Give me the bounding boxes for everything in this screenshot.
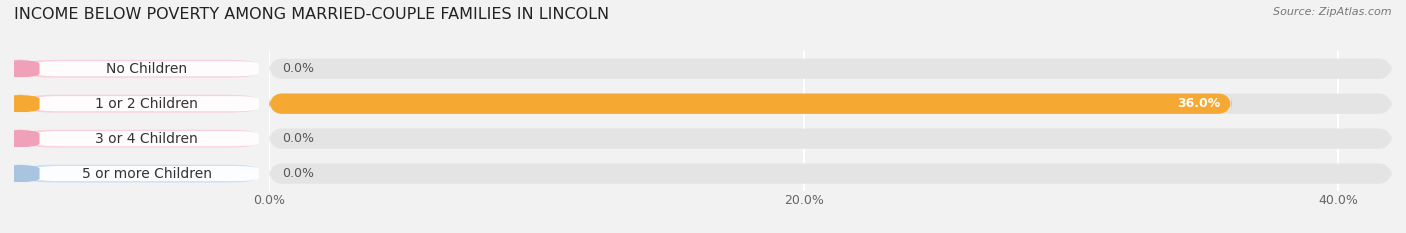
FancyBboxPatch shape <box>1 165 39 182</box>
Text: 0.0%: 0.0% <box>283 132 315 145</box>
FancyBboxPatch shape <box>35 96 259 111</box>
FancyBboxPatch shape <box>27 130 256 147</box>
FancyBboxPatch shape <box>35 166 259 181</box>
FancyBboxPatch shape <box>27 60 256 78</box>
FancyBboxPatch shape <box>27 95 256 113</box>
FancyBboxPatch shape <box>269 164 1392 184</box>
Text: Source: ZipAtlas.com: Source: ZipAtlas.com <box>1274 7 1392 17</box>
Text: 5 or more Children: 5 or more Children <box>82 167 212 181</box>
Text: 1 or 2 Children: 1 or 2 Children <box>96 97 198 111</box>
Text: INCOME BELOW POVERTY AMONG MARRIED-COUPLE FAMILIES IN LINCOLN: INCOME BELOW POVERTY AMONG MARRIED-COUPL… <box>14 7 609 22</box>
FancyBboxPatch shape <box>1 95 39 113</box>
FancyBboxPatch shape <box>269 93 1392 114</box>
Text: No Children: No Children <box>105 62 187 76</box>
Text: 36.0%: 36.0% <box>1178 97 1220 110</box>
Text: 0.0%: 0.0% <box>283 62 315 75</box>
FancyBboxPatch shape <box>35 131 259 146</box>
FancyBboxPatch shape <box>269 93 1232 114</box>
FancyBboxPatch shape <box>1 130 39 147</box>
FancyBboxPatch shape <box>269 59 1392 79</box>
Text: 3 or 4 Children: 3 or 4 Children <box>96 132 198 146</box>
FancyBboxPatch shape <box>269 129 1392 149</box>
Text: 0.0%: 0.0% <box>283 167 315 180</box>
FancyBboxPatch shape <box>35 61 259 76</box>
FancyBboxPatch shape <box>27 165 256 182</box>
FancyBboxPatch shape <box>1 60 39 78</box>
